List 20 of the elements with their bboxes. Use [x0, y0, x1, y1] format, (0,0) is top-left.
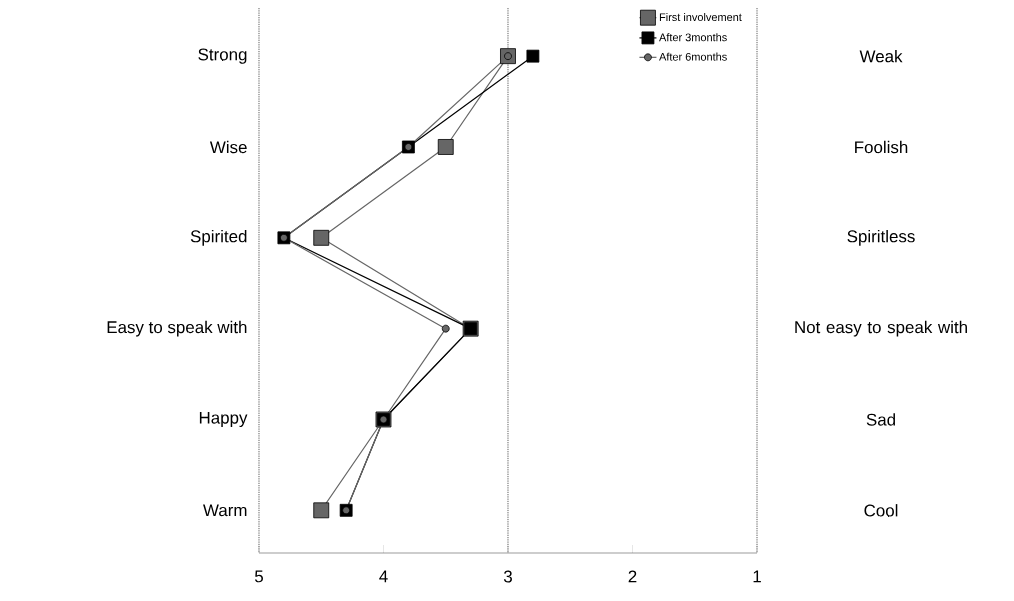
text: Cool [864, 504, 898, 517]
x-tick-label: 4 [379, 570, 388, 583]
y-tick-label: Happy [199, 411, 248, 428]
y-tick-label: Spirited [190, 229, 247, 246]
x-tick-label: 5 [254, 570, 263, 583]
legend-label: After 6months [659, 52, 727, 61]
text: Weak [859, 49, 903, 63]
x-tick-label: 3 [503, 570, 512, 583]
text: Sad [866, 413, 895, 426]
y-tick-label: Easy to speak with [107, 320, 247, 337]
y-tick-label: Wise [209, 140, 247, 154]
text: Foolish [855, 140, 908, 154]
legend-label: First involvement [659, 12, 742, 22]
text: Not easy to speak with [795, 320, 967, 337]
y-tick-label: Strong [198, 48, 247, 64]
y-tick-label: Warm [203, 504, 247, 517]
text: Spiritless [847, 229, 915, 246]
legend-label: After 3months [659, 33, 727, 42]
x-tick-label: 1 [753, 570, 761, 583]
x-tick-label: 2 [628, 570, 637, 583]
